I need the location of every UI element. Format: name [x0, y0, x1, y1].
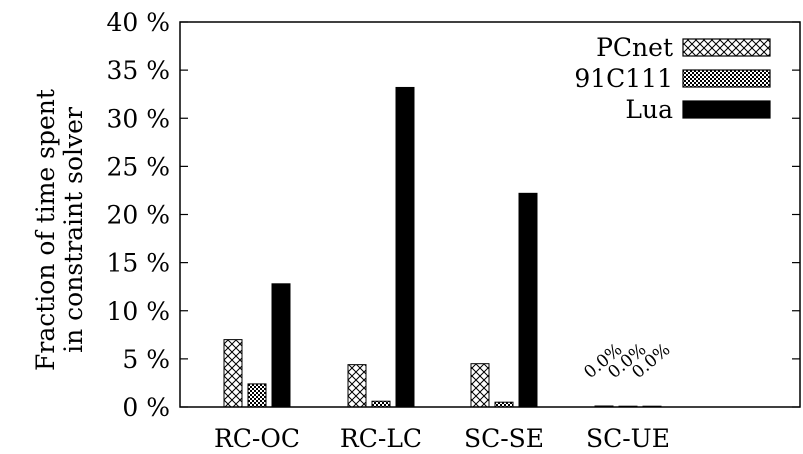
plot-frame [179, 21, 801, 408]
bar-91c111-rc-lc [371, 400, 391, 408]
legend-swatch [682, 38, 771, 57]
y-tick-label: 40 % [106, 8, 170, 37]
bar-pcnet-rc-oc [223, 339, 243, 408]
legend-label: Lua [625, 95, 673, 124]
legend-label: PCnet [596, 33, 673, 62]
bar-lua-rc-oc [271, 283, 291, 408]
y-axis-label-text: Fraction of time spentin constraint solv… [31, 89, 88, 371]
x-tick-label: SC-SE [464, 424, 544, 453]
x-tick-label: SC-UE [586, 424, 670, 453]
y-tick-label: 35 % [106, 56, 170, 85]
legend-swatch [682, 100, 771, 119]
x-axis-ticks: RC-OC RC-LC SC-SE SC-UE [214, 424, 670, 453]
legend-swatch [682, 69, 771, 88]
y-tick-label: 10 % [106, 297, 170, 326]
y-axis-ticks: 0 % 5 % 10 % 15 % 20 % 25 % 30 % 35 % 40 % [106, 8, 800, 422]
x-tick-label: RC-OC [214, 424, 300, 453]
y-tick-label: 15 % [106, 249, 170, 278]
bar-91c111-rc-oc [247, 383, 267, 408]
y-tick-label: 5 % [122, 345, 170, 374]
bars [223, 86, 662, 408]
y-tick-label: 25 % [106, 152, 170, 181]
bar-pcnet-sc-se [470, 363, 490, 408]
y-tick-label: 0 % [122, 393, 170, 422]
y-tick-label: 20 % [106, 201, 170, 230]
bar-lua-sc-se [518, 192, 538, 408]
bar-annotations: 0.0%0.0%0.0% [580, 340, 674, 383]
legend-label: 91C111 [574, 64, 673, 93]
y-tick-label: 30 % [106, 104, 170, 133]
x-tick-label: RC-LC [340, 424, 422, 453]
bar-lua-rc-lc [395, 86, 415, 408]
bar-pcnet-rc-lc [347, 364, 367, 408]
y-axis-label: Fraction of time spentin constraint solv… [31, 89, 88, 371]
